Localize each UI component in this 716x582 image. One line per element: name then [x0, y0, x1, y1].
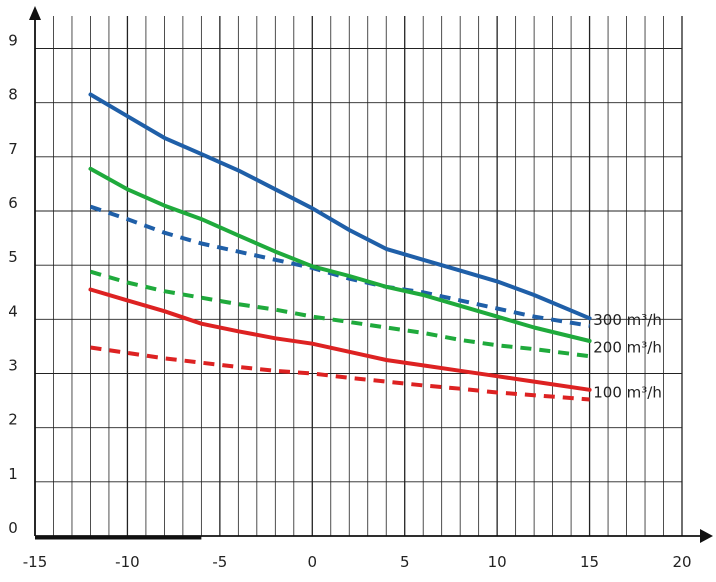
- y-tick-label: 5: [8, 248, 18, 266]
- y-tick-label: 2: [8, 411, 18, 429]
- x-tick-label: 5: [400, 553, 410, 571]
- x-tick-label: -10: [115, 553, 140, 571]
- y-axis-arrow: [29, 6, 41, 20]
- series-line-5-dashed: [90, 345, 590, 402]
- y-tick-label: 1: [8, 465, 18, 483]
- series-lines: [88, 92, 592, 402]
- x-tick-label: -15: [23, 553, 48, 571]
- y-tick-label: 7: [8, 140, 18, 158]
- y-tick-label: 9: [8, 32, 18, 50]
- x-axis-arrow: [700, 529, 713, 543]
- series-line-1-dashed: [89, 204, 590, 328]
- y-tick-label: 0: [8, 519, 18, 537]
- series-label: 300 m³/h: [593, 311, 662, 329]
- grid: [35, 16, 683, 536]
- axes: [29, 6, 713, 543]
- series-line-3-dashed: [89, 269, 590, 359]
- x-tick-label: -5: [212, 553, 227, 571]
- series-line-2-solid: [88, 166, 592, 343]
- series-label: 200 m³/h: [593, 339, 662, 357]
- tick-labels: -15 -10 -5 0 5 10 15 20 0 1 2 3 4 5 6 7 8 9: [8, 32, 691, 572]
- series-labels: 300 m³/h 200 m³/h 100 m³/h: [593, 311, 662, 402]
- series-line-0-solid: [88, 92, 592, 321]
- x-tick-label: 10: [488, 553, 507, 571]
- y-tick-label: 8: [8, 86, 18, 104]
- y-tick-label: 3: [8, 357, 18, 375]
- series-label: 100 m³/h: [593, 383, 662, 401]
- x-tick-label: 15: [580, 553, 599, 571]
- y-tick-label: 6: [8, 194, 18, 212]
- x-tick-label: 0: [308, 553, 318, 571]
- x-tick-label: 20: [672, 553, 691, 571]
- series-line-4-solid: [88, 287, 592, 392]
- y-tick-label: 4: [8, 302, 18, 320]
